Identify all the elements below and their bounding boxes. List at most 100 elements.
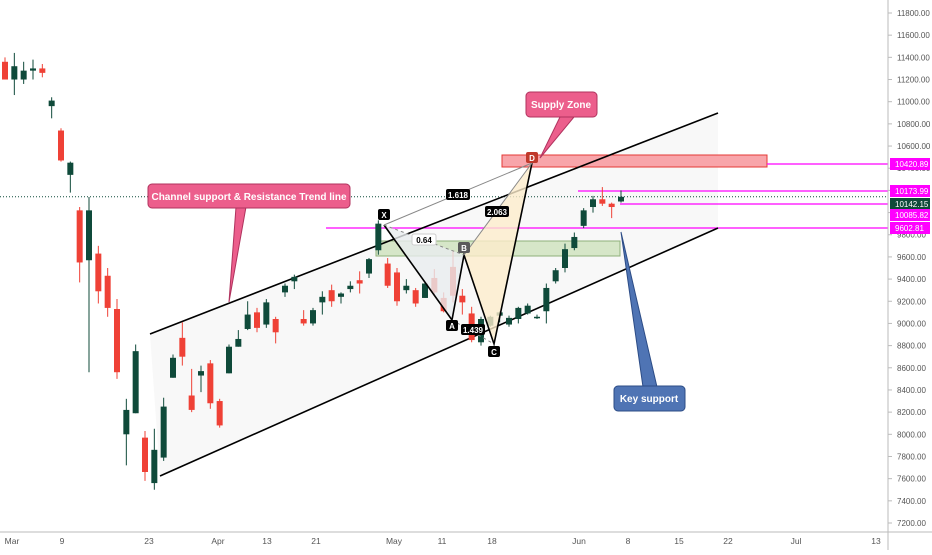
y-tick-label: 9200.00 bbox=[897, 297, 926, 306]
candle-body bbox=[590, 199, 596, 208]
y-tick-label: 10800.00 bbox=[897, 120, 931, 129]
candle-body bbox=[599, 199, 606, 204]
y-tick-label: 10600.00 bbox=[897, 142, 931, 151]
candle-body bbox=[263, 302, 270, 325]
channel-callout-pointer bbox=[228, 206, 247, 303]
candle-body bbox=[132, 351, 139, 414]
pattern-ratio-label: 2.063 bbox=[485, 206, 509, 217]
pattern-point-label: X bbox=[381, 211, 387, 220]
y-tick-label: 11200.00 bbox=[897, 76, 930, 85]
x-tick-label: Jul bbox=[791, 536, 802, 546]
y-tick-label: 7200.00 bbox=[897, 519, 926, 528]
price-level-badge: 10420.89 bbox=[890, 158, 930, 170]
price-level-badge-text: 10420.89 bbox=[895, 160, 929, 169]
candle-body bbox=[216, 401, 223, 426]
x-tick-label: Jun bbox=[572, 536, 586, 546]
bcd-triangle bbox=[464, 163, 532, 344]
y-tick-label: 8800.00 bbox=[897, 342, 926, 351]
pattern-point-marker bbox=[446, 320, 458, 331]
candle-body bbox=[403, 285, 410, 291]
candle-body bbox=[618, 196, 624, 202]
price-level-badge-box bbox=[890, 209, 930, 221]
y-tick-label: 7800.00 bbox=[897, 452, 926, 461]
candle-body bbox=[170, 357, 176, 378]
candle-body bbox=[123, 409, 130, 435]
candle-body bbox=[580, 210, 587, 226]
candle-body bbox=[67, 162, 74, 175]
x-tick-label: 9 bbox=[60, 536, 65, 546]
channel-lower-line bbox=[159, 227, 719, 477]
y-tick-label: 8400.00 bbox=[897, 386, 926, 395]
y-tick-label: 7400.00 bbox=[897, 497, 926, 506]
x-tick-label: 21 bbox=[311, 536, 321, 546]
x-tick-label: May bbox=[386, 536, 403, 546]
candle-body bbox=[207, 363, 214, 404]
price-level-badge-text: 9602.81 bbox=[895, 224, 924, 233]
x-tick-label: Mar bbox=[5, 536, 20, 546]
harmonic-pattern-layer: X A B C D 0.64 1.618 2.063 1.439 bbox=[378, 152, 538, 357]
price-level-badge: 9602.81 bbox=[890, 222, 930, 234]
candle-body bbox=[543, 287, 550, 312]
y-tick-label: 8200.00 bbox=[897, 408, 926, 417]
y-tick-label: 9000.00 bbox=[897, 319, 926, 328]
price-level-badge-box bbox=[890, 158, 930, 170]
pattern-point-label: D bbox=[529, 154, 535, 163]
supply-callout-box bbox=[525, 91, 598, 118]
candle-body bbox=[319, 296, 326, 303]
key-support-callout-label: Key support bbox=[620, 394, 679, 405]
candle-body bbox=[338, 293, 344, 297]
pattern-point-a: A bbox=[446, 320, 458, 331]
ratio-badge bbox=[411, 233, 437, 246]
price-level-badge-box bbox=[890, 222, 930, 234]
candle-body bbox=[11, 66, 18, 80]
candle-body bbox=[151, 449, 158, 484]
candle-body bbox=[235, 338, 242, 347]
candle-body bbox=[328, 290, 335, 302]
candle-body bbox=[459, 295, 466, 303]
candle-body bbox=[58, 130, 64, 161]
x-tick-label: 23 bbox=[144, 536, 154, 546]
candle-body bbox=[300, 319, 307, 324]
y-tick-label: 9800.00 bbox=[897, 231, 926, 240]
pattern-point-label: B bbox=[461, 244, 467, 253]
ratio-badge bbox=[446, 189, 470, 200]
pattern-point-marker bbox=[526, 152, 538, 163]
candle-body bbox=[76, 210, 83, 263]
candle-body bbox=[114, 309, 120, 373]
candle-body bbox=[552, 270, 559, 282]
pattern-point-c: C bbox=[488, 346, 500, 357]
ratio-text: 1.439 bbox=[463, 326, 484, 335]
candle-body bbox=[534, 316, 540, 319]
supply-callout-label: Supply Zone bbox=[531, 100, 591, 111]
candle-body bbox=[347, 285, 354, 290]
candle-body bbox=[254, 312, 260, 328]
candle-body bbox=[188, 395, 195, 410]
candle-body bbox=[282, 285, 288, 293]
candle-body bbox=[515, 307, 522, 319]
candle-body bbox=[30, 68, 36, 71]
y-tick-label: 9600.00 bbox=[897, 253, 926, 262]
candle-body bbox=[160, 406, 167, 458]
candle-body bbox=[179, 337, 186, 357]
candle-body bbox=[20, 70, 27, 80]
pattern-ratio-label: 1.439 bbox=[461, 324, 485, 335]
pattern-point-b: B bbox=[458, 242, 470, 253]
x-tick-label: 11 bbox=[438, 536, 447, 546]
pattern-point-marker bbox=[378, 209, 390, 220]
ratio-text: 0.64 bbox=[416, 236, 432, 245]
candle-body bbox=[39, 68, 46, 73]
key-support-callout: Key support bbox=[613, 231, 686, 412]
supply-callout: Supply Zone bbox=[525, 91, 598, 159]
candle-body bbox=[571, 236, 578, 249]
channel-callout-label: Channel support & Resistance Trend line bbox=[151, 192, 346, 203]
price-level-badge-text: 10085.82 bbox=[895, 211, 929, 220]
channel-callout-box bbox=[147, 183, 351, 209]
pattern-point-label: A bbox=[449, 322, 455, 331]
candle-body bbox=[95, 253, 102, 292]
candle-body bbox=[198, 371, 204, 376]
candle-body bbox=[506, 317, 512, 325]
candle-body bbox=[48, 100, 55, 107]
candle-body bbox=[142, 437, 148, 472]
